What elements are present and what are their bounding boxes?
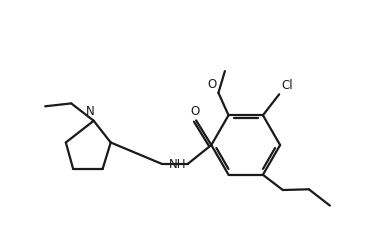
Text: O: O [207,78,216,91]
Text: Cl: Cl [281,79,293,92]
Text: O: O [190,104,199,118]
Text: NH: NH [169,158,186,172]
Text: N: N [86,105,94,118]
